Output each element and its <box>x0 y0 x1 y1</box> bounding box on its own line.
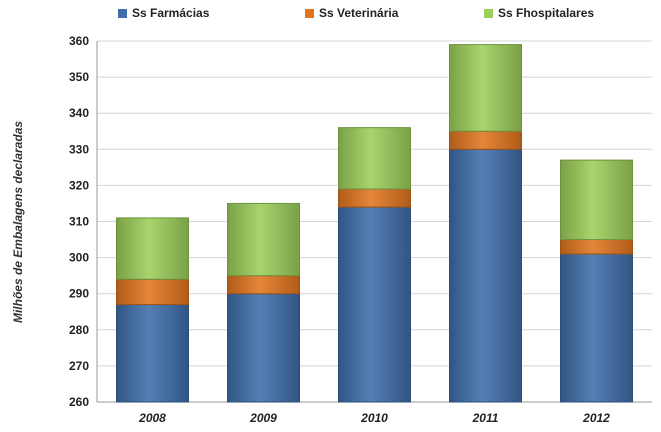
legend-item-veterinaria: Ss Veterinária <box>305 6 398 20</box>
x-tick-2009: 2009 <box>249 411 277 425</box>
x-tick-2012: 2012 <box>582 411 610 425</box>
bar-2009-series-2 <box>227 202 300 277</box>
y-tick-290: 290 <box>69 287 89 301</box>
y-tick-360: 360 <box>69 34 89 48</box>
bar-2008-series-2 <box>116 217 189 280</box>
legend-label-farmacias: Ss Farmácias <box>132 6 210 20</box>
legend-label-hospitalares: Ss Fhospitalares <box>498 6 595 20</box>
bar-2008-series-0 <box>116 304 189 403</box>
bar-2010-series-0 <box>338 206 411 403</box>
bar-2011-series-2 <box>449 44 522 132</box>
x-tick-2008: 2008 <box>138 411 166 425</box>
bar-2009-series-1 <box>227 275 300 295</box>
bar-2012-series-1 <box>560 239 633 255</box>
y-tick-310: 310 <box>69 215 89 229</box>
y-tick-340: 340 <box>69 106 89 120</box>
bar-2011-series-0 <box>449 148 522 403</box>
y-tick-330: 330 <box>69 142 89 156</box>
bar-2009-series-0 <box>227 293 300 403</box>
legend-swatch-hospitalares <box>484 8 493 18</box>
legend-item-farmacias: Ss Farmácias <box>118 6 209 20</box>
y-tick-270: 270 <box>69 359 89 373</box>
bar-2010-series-2 <box>338 127 411 190</box>
bar-2010-series-1 <box>338 188 411 208</box>
y-tick-350: 350 <box>69 70 89 84</box>
legend-label-veterinaria: Ss Veterinária <box>319 6 399 20</box>
legend-swatch-farmacias <box>118 8 127 18</box>
legend-item-hospitalares: Ss Fhospitalares <box>484 6 594 20</box>
x-tick-2010: 2010 <box>360 411 388 425</box>
bar-2012-series-0 <box>560 253 633 403</box>
y-tick-280: 280 <box>69 323 89 337</box>
legend-swatch-veterinaria <box>305 8 314 18</box>
y-tick-260: 260 <box>69 395 89 409</box>
bar-2012-series-2 <box>560 159 633 241</box>
y-tick-320: 320 <box>69 178 89 192</box>
bar-2011-series-1 <box>449 130 522 150</box>
y-tick-300: 300 <box>69 251 89 265</box>
bar-2008-series-1 <box>116 278 189 306</box>
x-tick-2011: 2011 <box>472 411 499 425</box>
chart-legend: Ss Farmácias Ss Veterinária Ss Fhospital… <box>0 6 661 26</box>
